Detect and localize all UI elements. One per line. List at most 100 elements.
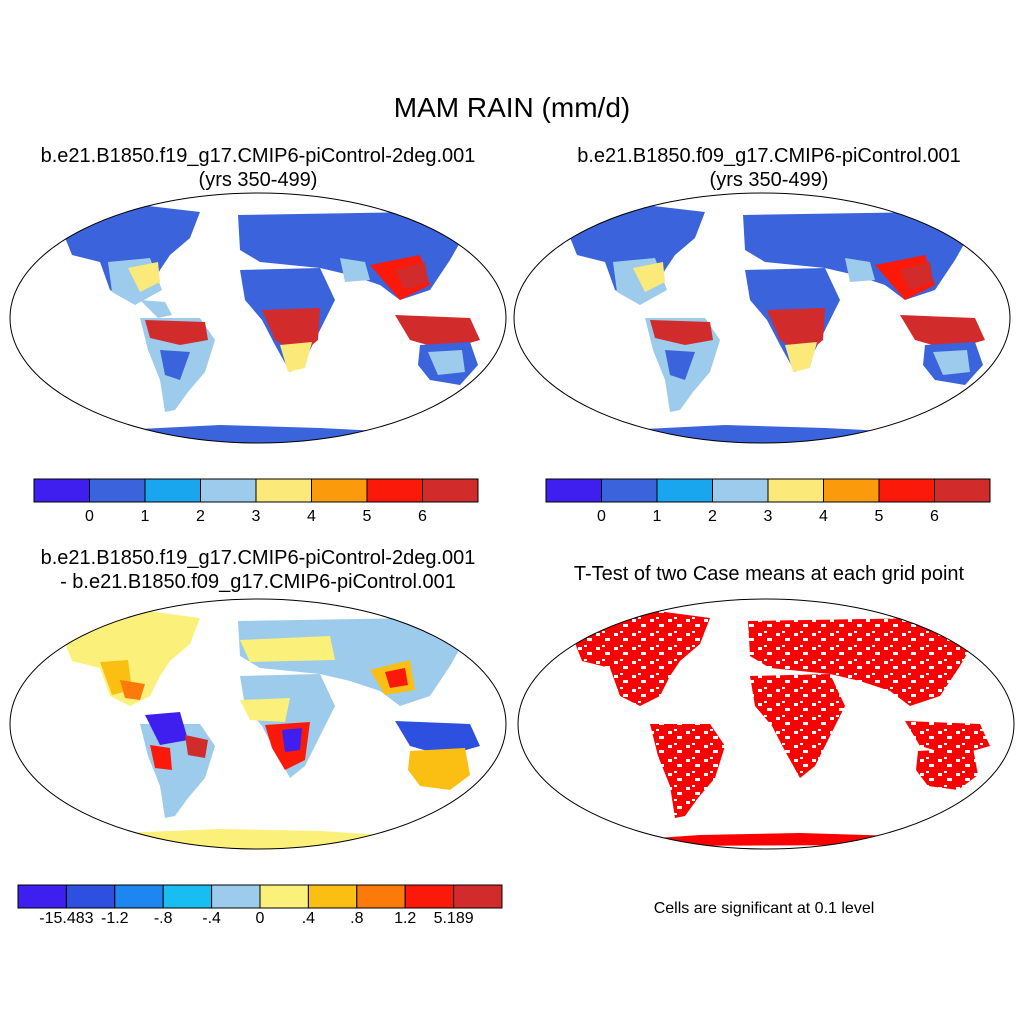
panel-3-title: b.e21.B1850.f19_g17.CMIP6-piControl-2deg… — [4, 546, 512, 594]
land-australia — [418, 342, 478, 385]
land-europe-asia — [748, 618, 980, 706]
land-europe-asia — [238, 212, 470, 300]
colorbar-swatch — [356, 884, 406, 909]
colorbar-swatch — [878, 478, 935, 503]
colorbar-difference — [17, 884, 503, 909]
colorbar-swatch — [144, 478, 201, 503]
colorbar-tick-label: -1.2 — [101, 910, 129, 927]
colorbar-tick-label: 0 — [255, 910, 265, 927]
figure-title: MAM RAIN (mm/d) — [393, 92, 631, 123]
map-outline — [9, 192, 507, 444]
colorbar-tick-label: 4 — [307, 508, 316, 525]
land-africa — [750, 674, 845, 778]
colorbar-tick-label: 2 — [708, 508, 717, 525]
land-antarctica — [585, 425, 945, 443]
colorbar-swatch — [17, 884, 67, 909]
land-maritime-continent — [395, 721, 480, 756]
colorbar-swatch — [934, 478, 991, 503]
land-south-america — [645, 318, 720, 412]
colorbar-tick-label: 1 — [652, 508, 662, 525]
panel-1-title: b.e21.B1850.f19_g17.CMIP6-piControl-2deg… — [4, 144, 512, 192]
colorbar-rain-left-labels: 0 1 2 3 4 5 6 — [0, 508, 1024, 530]
panel-4-title: T-Test of two Case means at each grid po… — [514, 562, 1024, 586]
colorbar-tick-label: 3 — [251, 508, 261, 525]
panel-4-title-line1: T-Test of two Case means at each grid po… — [573, 563, 965, 585]
land-australia — [408, 748, 470, 790]
colorbar-swatch — [200, 478, 257, 503]
land-africa — [240, 674, 335, 778]
land-north-america — [570, 610, 710, 706]
colorbar-tick-label: 0 — [85, 508, 94, 525]
colorbar-swatch — [767, 478, 824, 503]
colorbar-tick-label: -.4 — [202, 910, 221, 927]
colorbar-tick-label: 5 — [362, 508, 372, 525]
significance-note: Cells are significant at 0.1 level — [653, 900, 875, 917]
map-outline — [517, 598, 1015, 850]
colorbar-swatch — [601, 478, 658, 503]
colorbar-swatch — [311, 478, 368, 503]
colorbar-swatch — [33, 478, 90, 503]
colorbar-tick-label: .4 — [301, 910, 316, 927]
panel-3-title-line2: - b.e21.B1850.f09_g17.CMIP6-piControl.00… — [60, 571, 456, 593]
panel-2-title: b.e21.B1850.f09_g17.CMIP6-piControl.001 … — [514, 144, 1024, 192]
colorbar-tick-label: 4 — [819, 508, 828, 525]
colorbar-swatch — [545, 478, 602, 503]
map-panel-3 — [9, 598, 507, 850]
colorbar-tick-label: 6 — [418, 508, 427, 525]
colorbar-rain-left — [33, 478, 479, 503]
colorbar-tick-label: 3 — [763, 508, 773, 525]
colorbar-swatch — [65, 884, 116, 909]
colorbar-tick-label: 5.189 — [433, 910, 474, 927]
colorbar-tick-label: -15.483 — [39, 910, 94, 927]
map-panel-4 — [517, 598, 1015, 850]
colorbar-swatch — [255, 478, 312, 503]
land-south-america — [140, 318, 215, 412]
colorbar-swatch — [259, 884, 309, 909]
land-maritime-continent — [905, 721, 990, 756]
colorbar-swatch — [307, 884, 358, 909]
land-africa — [240, 268, 335, 372]
colorbar-tick-label: 0 — [597, 508, 606, 525]
map-outline — [9, 598, 507, 850]
panel-2-title-line1: b.e21.B1850.f09_g17.CMIP6-piControl.001 — [577, 145, 961, 167]
colorbar-swatch — [89, 478, 146, 503]
colorbar-tick-label: .8 — [350, 910, 364, 927]
colorbar-rain-right-labels: 0 1 2 3 4 5 6 — [0, 508, 1024, 530]
colorbar-tick-label: 1.2 — [394, 910, 417, 927]
land-europe-asia — [743, 212, 975, 300]
land-africa — [745, 268, 840, 372]
colorbar-tick-label: 6 — [930, 508, 939, 525]
colorbar-rain-right — [545, 478, 991, 503]
colorbar-swatch — [404, 884, 455, 909]
map-outline — [513, 192, 1011, 444]
colorbar-difference-labels: -15.483 -1.2 -.8 -.4 0 .4 .8 1.2 5.189 — [0, 910, 1024, 932]
land-south-america — [140, 712, 215, 818]
colorbar-swatch — [823, 478, 880, 503]
land-europe-asia — [238, 618, 470, 706]
colorbar-swatch — [656, 478, 713, 503]
map-panel-2 — [513, 192, 1011, 444]
colorbar-tick-label: 2 — [196, 508, 205, 525]
map-panel-1 — [9, 192, 507, 444]
land-australia — [923, 342, 983, 385]
land-maritime-continent — [900, 315, 985, 350]
land-north-america — [60, 610, 200, 706]
colorbar-tick-label: -.8 — [153, 910, 173, 927]
colorbar-swatch — [453, 884, 503, 909]
land-maritime-continent — [395, 315, 480, 350]
colorbar-swatch — [162, 884, 213, 909]
land-north-america — [60, 205, 200, 318]
colorbar-tick-label: 5 — [874, 508, 884, 525]
colorbar-swatch — [366, 478, 423, 503]
panel-1-title-line1: b.e21.B1850.f19_g17.CMIP6-piControl-2deg… — [40, 145, 476, 167]
land-antarctica — [80, 425, 440, 443]
panel-1-title-line2: (yrs 350-499) — [198, 169, 318, 191]
panel-2-title-line2: (yrs 350-499) — [709, 169, 829, 191]
colorbar-swatch — [712, 478, 769, 503]
colorbar-swatch — [422, 478, 479, 503]
colorbar-swatch — [211, 884, 261, 909]
colorbar-swatch — [114, 884, 164, 909]
land-australia — [916, 748, 978, 790]
land-north-america — [565, 205, 705, 305]
